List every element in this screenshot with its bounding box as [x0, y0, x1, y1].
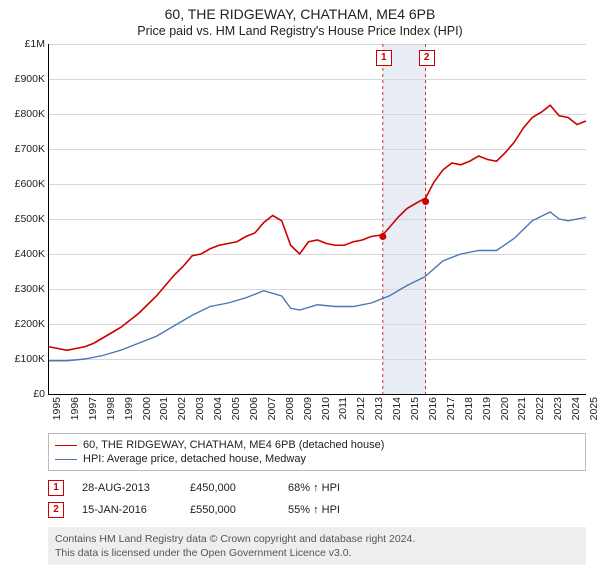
x-tick-label: 2018	[463, 397, 475, 420]
y-tick-label: £700K	[5, 143, 45, 155]
sale-row: 2 15-JAN-2016 £550,000 55% ↑ HPI	[48, 499, 586, 521]
x-tick-label: 2001	[158, 397, 170, 420]
y-tick-label: £900K	[5, 73, 45, 85]
y-tick-label: £1M	[5, 38, 45, 50]
x-tick-label: 2000	[141, 397, 153, 420]
y-tick-label: £0	[5, 388, 45, 400]
x-tick-label: 2025	[588, 397, 600, 420]
x-tick-label: 2014	[391, 397, 403, 420]
y-tick-label: £400K	[5, 248, 45, 260]
x-tick-label: 2017	[445, 397, 457, 420]
legend: 60, THE RIDGEWAY, CHATHAM, ME4 6PB (deta…	[48, 433, 586, 471]
x-tick-label: 2004	[212, 397, 224, 420]
x-tick-label: 2013	[373, 397, 385, 420]
sale-id-box: 1	[48, 480, 64, 496]
x-tick-label: 2003	[194, 397, 206, 420]
page-title: 60, THE RIDGEWAY, CHATHAM, ME4 6PB	[0, 0, 600, 22]
y-tick-label: £800K	[5, 108, 45, 120]
x-tick-label: 2021	[516, 397, 528, 420]
legend-item: HPI: Average price, detached house, Medw…	[55, 452, 579, 466]
x-tick-label: 2002	[176, 397, 188, 420]
y-tick-label: £500K	[5, 213, 45, 225]
sale-marker: 2	[419, 50, 435, 66]
x-tick-label: 2012	[355, 397, 367, 420]
footer-line: This data is licensed under the Open Gov…	[55, 546, 579, 560]
x-tick-label: 1997	[87, 397, 99, 420]
x-tick-label: 2020	[499, 397, 511, 420]
sale-id-box: 2	[48, 502, 64, 518]
x-tick-label: 2019	[481, 397, 493, 420]
x-tick-label: 2016	[427, 397, 439, 420]
x-tick-label: 2024	[570, 397, 582, 420]
price-chart: £0£100K£200K£300K£400K£500K£600K£700K£80…	[48, 44, 586, 395]
sale-marker: 1	[376, 50, 392, 66]
x-tick-label: 2005	[230, 397, 242, 420]
x-tick-label: 2010	[320, 397, 332, 420]
x-tick-label: 2023	[552, 397, 564, 420]
sale-date: 28-AUG-2013	[82, 482, 172, 494]
sale-price: £450,000	[190, 482, 270, 494]
legend-item: 60, THE RIDGEWAY, CHATHAM, ME4 6PB (deta…	[55, 438, 579, 452]
x-tick-label: 1998	[105, 397, 117, 420]
x-tick-label: 2008	[284, 397, 296, 420]
sale-row: 1 28-AUG-2013 £450,000 68% ↑ HPI	[48, 477, 586, 499]
chart-svg	[49, 44, 586, 394]
x-tick-label: 2009	[302, 397, 314, 420]
sale-price: £550,000	[190, 504, 270, 516]
y-tick-label: £100K	[5, 353, 45, 365]
page-subtitle: Price paid vs. HM Land Registry's House …	[0, 22, 600, 44]
sales-table: 1 28-AUG-2013 £450,000 68% ↑ HPI 2 15-JAN-201…	[48, 477, 586, 521]
y-tick-label: £300K	[5, 283, 45, 295]
attribution-footer: Contains HM Land Registry data © Crown c…	[48, 527, 586, 565]
x-axis-labels: 1995 1996 1997 1998 1999 2000 2001 2002 2003 2004…	[48, 395, 586, 429]
x-tick-label: 1995	[51, 397, 63, 420]
sale-delta: 68% ↑ HPI	[288, 482, 340, 494]
footer-line: Contains HM Land Registry data © Crown c…	[55, 532, 579, 546]
x-tick-label: 2007	[266, 397, 278, 420]
y-tick-label: £200K	[5, 318, 45, 330]
x-tick-label: 2011	[337, 397, 349, 420]
x-tick-label: 2015	[409, 397, 421, 420]
sale-date: 15-JAN-2016	[82, 504, 172, 516]
x-tick-label: 2022	[534, 397, 546, 420]
x-tick-label: 1999	[123, 397, 135, 420]
sale-delta: 55% ↑ HPI	[288, 504, 340, 516]
y-tick-label: £600K	[5, 178, 45, 190]
x-tick-label: 1996	[69, 397, 81, 420]
x-tick-label: 2006	[248, 397, 260, 420]
